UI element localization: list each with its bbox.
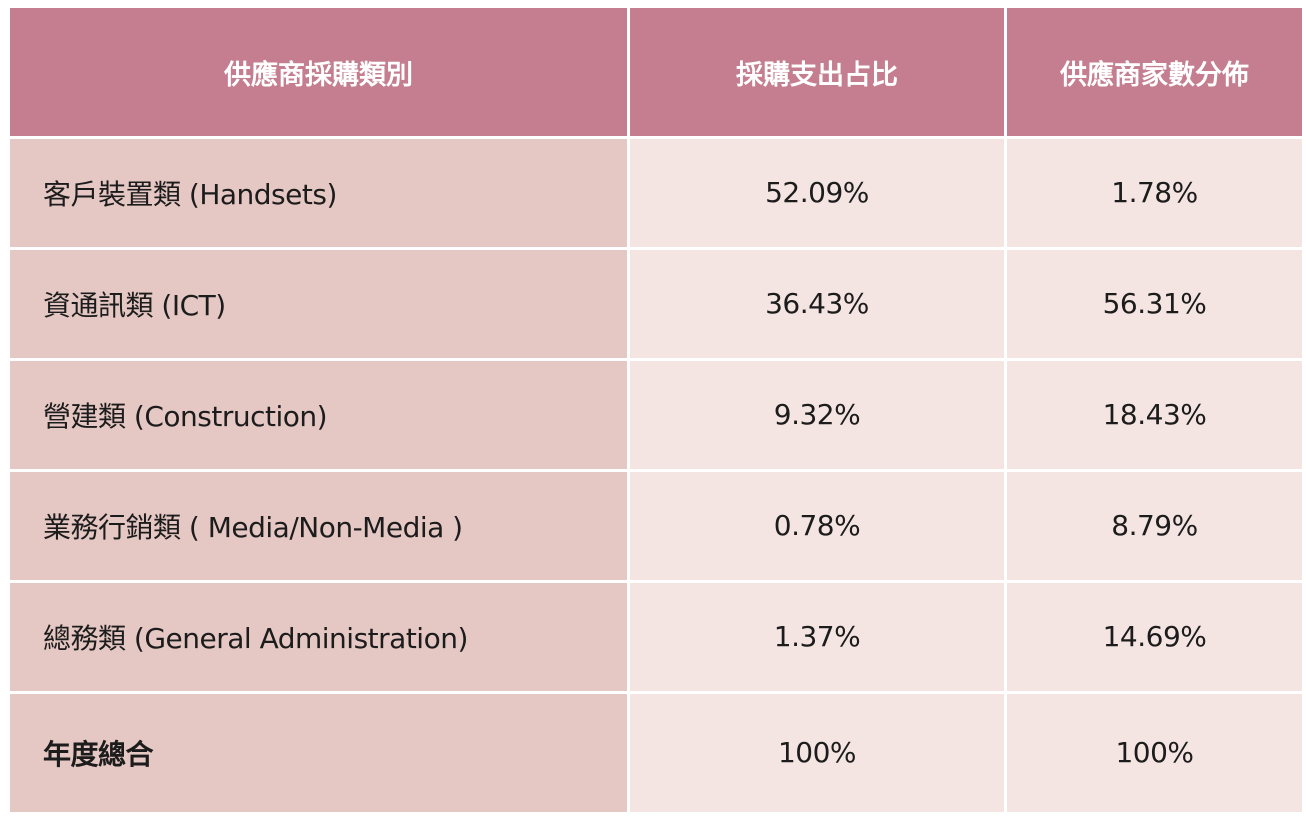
supplier-share-cell: 56.31% xyxy=(1007,249,1302,358)
supplier-share-cell: 14.69% xyxy=(1007,582,1302,691)
category-cell: 營建類 (Construction) xyxy=(10,360,627,469)
category-cell: 資通訊類 (ICT) xyxy=(10,249,627,358)
table-header-row: 供應商採購類別 採購支出占比 供應商家數分佈 xyxy=(10,8,1302,136)
header-supplier-share: 供應商家數分佈 xyxy=(1007,8,1302,136)
category-cell: 業務行銷類 ( Media/Non-Media ) xyxy=(10,471,627,580)
total-spend-share-cell: 100% xyxy=(630,693,1004,812)
total-supplier-share-cell: 100% xyxy=(1007,693,1302,812)
spend-share-cell: 1.37% xyxy=(630,582,1004,691)
table-row: 業務行銷類 ( Media/Non-Media ) 0.78% 8.79% xyxy=(10,471,1302,580)
spend-share-cell: 0.78% xyxy=(630,471,1004,580)
procurement-table-container: 供應商採購類別 採購支出占比 供應商家數分佈 客戶裝置類 (Handsets) … xyxy=(10,8,1302,812)
procurement-table: 供應商採購類別 採購支出占比 供應商家數分佈 客戶裝置類 (Handsets) … xyxy=(7,5,1305,815)
spend-share-cell: 9.32% xyxy=(630,360,1004,469)
total-label-cell: 年度總合 xyxy=(10,693,627,812)
header-spend-share: 採購支出占比 xyxy=(630,8,1004,136)
category-cell: 總務類 (General Administration) xyxy=(10,582,627,691)
supplier-share-cell: 18.43% xyxy=(1007,360,1302,469)
spend-share-cell: 36.43% xyxy=(630,249,1004,358)
spend-share-cell: 52.09% xyxy=(630,139,1004,247)
supplier-share-cell: 8.79% xyxy=(1007,471,1302,580)
table-row: 資通訊類 (ICT) 36.43% 56.31% xyxy=(10,249,1302,358)
category-cell: 客戶裝置類 (Handsets) xyxy=(10,139,627,247)
table-row: 總務類 (General Administration) 1.37% 14.69… xyxy=(10,582,1302,691)
header-category: 供應商採購類別 xyxy=(10,8,627,136)
table-row: 客戶裝置類 (Handsets) 52.09% 1.78% xyxy=(10,139,1302,247)
table-row: 營建類 (Construction) 9.32% 18.43% xyxy=(10,360,1302,469)
total-row: 年度總合 100% 100% xyxy=(10,693,1302,812)
supplier-share-cell: 1.78% xyxy=(1007,139,1302,247)
